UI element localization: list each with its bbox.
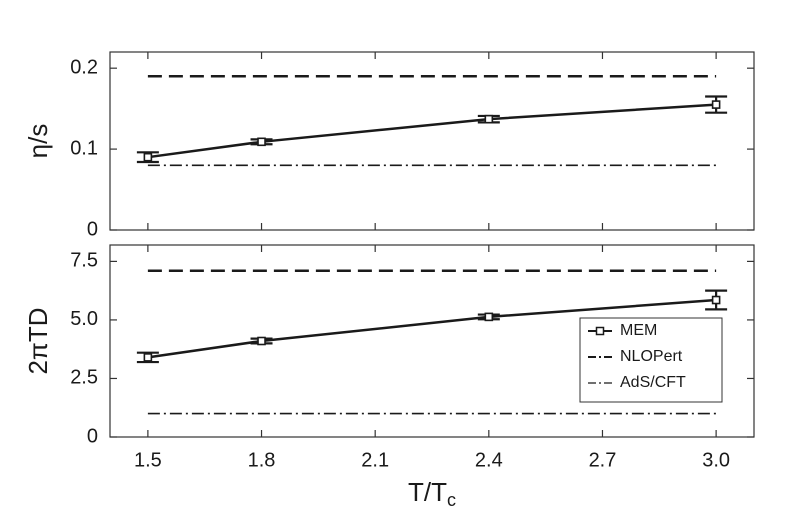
y-tick-label: 0 (87, 218, 98, 240)
x-tick-label: 1.8 (248, 449, 276, 471)
x-axis-label-main: T/T (408, 477, 447, 507)
y-axis-label: η/s (23, 124, 53, 159)
x-tick-label: 2.4 (475, 449, 503, 471)
data-point (484, 312, 494, 322)
data-point (143, 353, 153, 362)
legend-marker (595, 326, 605, 336)
y-tick-label: 7.5 (70, 250, 98, 272)
data-point (711, 100, 721, 109)
y-axis-label: 2πTD (23, 307, 53, 374)
plot-frame (109, 244, 755, 438)
x-tick-label: 2.7 (589, 449, 617, 471)
legend-label: MEM (620, 322, 657, 339)
series-line (147, 298, 717, 359)
y-tick-label: 2.5 (70, 367, 98, 389)
data-point (257, 336, 266, 346)
data-point (143, 152, 153, 162)
x-axis-label: T/Tc (408, 477, 456, 510)
legend-label: NLOPert (620, 348, 683, 365)
y-tick-label: 0 (87, 425, 98, 447)
legend-label: AdS/CFT (620, 374, 686, 391)
y-tick-label: 5.0 (70, 308, 98, 330)
series-line (147, 103, 717, 159)
plot-frame (109, 51, 755, 231)
y-tick-label: 0.2 (70, 56, 98, 78)
data-point (257, 137, 266, 147)
x-tick-label: 1.5 (134, 449, 162, 471)
data-point (711, 295, 721, 305)
y-tick-label: 0.1 (70, 137, 98, 159)
x-tick-label: 3.0 (702, 449, 730, 471)
x-tick-label: 2.1 (361, 449, 389, 471)
data-point (484, 114, 494, 124)
x-axis-label-subscript: c (447, 490, 456, 510)
